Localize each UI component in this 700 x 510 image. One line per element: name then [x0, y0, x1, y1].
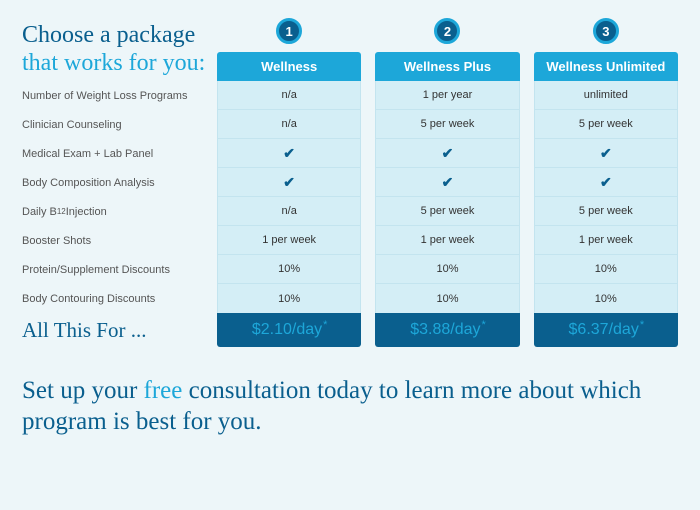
price-asterisk: *	[481, 319, 485, 331]
feature-cell: 10%	[535, 255, 677, 284]
feature-label: Medical Exam + Lab Panel	[22, 139, 217, 168]
feature-cell: ✔	[376, 168, 518, 197]
feature-cell: 5 per week	[535, 110, 677, 139]
plan-column: 3 Wellness Unlimited	[534, 18, 678, 81]
check-icon: ✔	[442, 145, 454, 162]
feature-cell: 1 per week	[218, 226, 360, 255]
check-icon: ✔	[442, 174, 454, 191]
plan-price: $3.88/day*	[375, 313, 519, 347]
check-icon: ✔	[600, 174, 612, 191]
feature-label: Daily B12 Injection	[22, 197, 217, 226]
heading-line2: that works for you:	[22, 50, 205, 76]
check-icon: ✔	[283, 145, 295, 162]
feature-labels: Number of Weight Loss ProgramsClinician …	[22, 81, 217, 313]
plan-badge: 1	[276, 18, 302, 44]
feature-label: Booster Shots	[22, 226, 217, 255]
feature-cell: ✔	[376, 139, 518, 168]
price-value: $2.10/day	[252, 321, 322, 339]
feature-cell: n/a	[218, 81, 360, 110]
feature-columns: n/an/a✔✔n/a1 per week10%10% 1 per year5 …	[217, 81, 678, 313]
feature-label: Number of Weight Loss Programs	[22, 81, 217, 110]
cta-pre: Set up your	[22, 377, 144, 404]
check-icon: ✔	[283, 174, 295, 191]
plan-name: Wellness Unlimited	[534, 52, 678, 81]
plan-price: $2.10/day*	[217, 313, 361, 347]
page-heading: Choose a package that works for you:	[22, 18, 217, 77]
feature-label: Body Composition Analysis	[22, 168, 217, 197]
feature-cell: n/a	[218, 110, 360, 139]
check-icon: ✔	[600, 145, 612, 162]
plan-col-1: n/an/a✔✔n/a1 per week10%10%	[217, 81, 361, 313]
plan-column: 2 Wellness Plus	[375, 18, 519, 81]
feature-cell: 5 per week	[376, 110, 518, 139]
plan-name: Wellness Plus	[375, 52, 519, 81]
feature-cell: 10%	[376, 284, 518, 313]
feature-label: Protein/Supplement Discounts	[22, 255, 217, 284]
plan-price: $6.37/day*	[534, 313, 678, 347]
feature-cell: ✔	[535, 139, 677, 168]
feature-cell: ✔	[218, 168, 360, 197]
plan-column: 1 Wellness	[217, 18, 361, 81]
cta-text: Set up your free consultation today to l…	[22, 375, 678, 438]
plan-badge: 3	[593, 18, 619, 44]
feature-cell: 1 per week	[376, 226, 518, 255]
feature-cell: 10%	[218, 284, 360, 313]
feature-label: Body Contouring Discounts	[22, 284, 217, 313]
feature-cell: 1 per year	[376, 81, 518, 110]
footer-label: All This For ...	[22, 313, 217, 347]
feature-cell: 10%	[218, 255, 360, 284]
feature-label: Clinician Counseling	[22, 110, 217, 139]
price-value: $6.37/day	[569, 321, 639, 339]
heading-line1: Choose a package	[22, 22, 195, 48]
feature-cell: n/a	[218, 197, 360, 226]
plan-headers: 1 Wellness 2 Wellness Plus 3 Wellness Un…	[217, 18, 678, 81]
pricing-table: Number of Weight Loss ProgramsClinician …	[22, 81, 678, 313]
plan-col-2: 1 per year5 per week✔✔5 per week1 per we…	[375, 81, 519, 313]
price-value: $3.88/day	[410, 321, 480, 339]
price-asterisk: *	[323, 319, 327, 331]
price-asterisk: *	[640, 319, 644, 331]
feature-cell: unlimited	[535, 81, 677, 110]
plan-name: Wellness	[217, 52, 361, 81]
feature-cell: 1 per week	[535, 226, 677, 255]
feature-cell: 10%	[376, 255, 518, 284]
feature-cell: ✔	[218, 139, 360, 168]
cta-free: free	[144, 377, 183, 404]
feature-cell: 5 per week	[376, 197, 518, 226]
feature-cell: ✔	[535, 168, 677, 197]
feature-cell: 10%	[535, 284, 677, 313]
feature-cell: 5 per week	[535, 197, 677, 226]
plan-col-3: unlimited5 per week✔✔5 per week1 per wee…	[534, 81, 678, 313]
plan-badge: 2	[434, 18, 460, 44]
